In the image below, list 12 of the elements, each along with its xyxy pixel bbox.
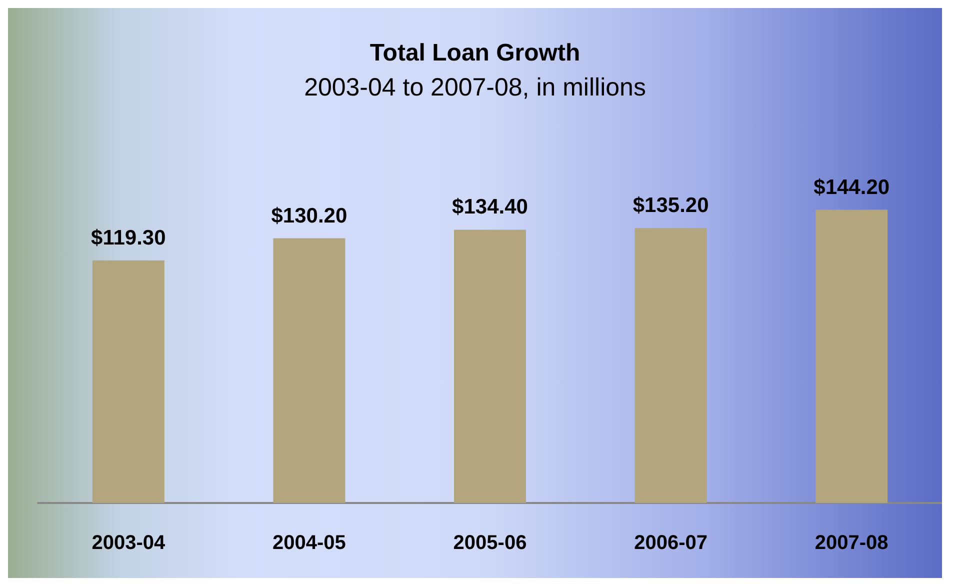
- x-tick-label: 2003-04: [92, 532, 166, 554]
- data-label: $134.40: [452, 196, 528, 219]
- data-label: $130.20: [271, 204, 348, 228]
- data-label: $119.30: [91, 226, 166, 250]
- x-tick-label: 2006-07: [634, 532, 708, 554]
- chart-title: Total Loan Growth: [370, 40, 580, 66]
- x-tick-label: 2007-08: [814, 532, 888, 554]
- data-label: $144.20: [814, 176, 890, 199]
- x-tick-label: 2005-06: [453, 532, 527, 554]
- data-label: $135.20: [632, 194, 709, 218]
- x-tick-label: 2004-05: [272, 532, 346, 554]
- chart-subtitle: 2003-04 to 2007-08, in millions: [304, 74, 646, 102]
